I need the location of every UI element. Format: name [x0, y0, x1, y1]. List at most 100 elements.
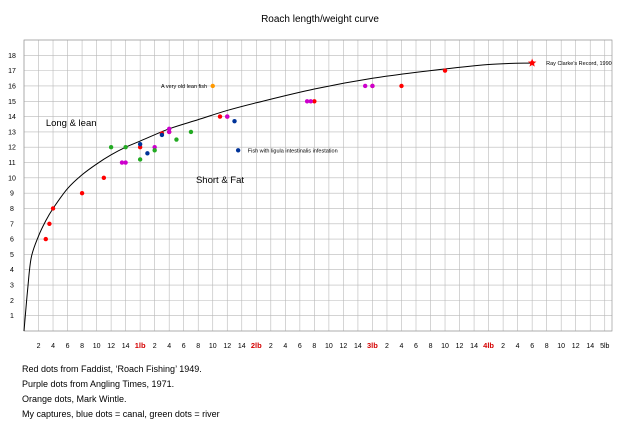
data-point: [362, 83, 368, 89]
x-tick-label: 8: [545, 343, 549, 350]
data-point: [79, 190, 85, 196]
x-tick-label: 8: [429, 343, 433, 350]
data-point: [43, 236, 48, 242]
data-point: [232, 118, 237, 124]
x-tick-label: 14: [122, 343, 130, 350]
x-tick-label: 10: [557, 343, 565, 350]
data-point: [50, 206, 56, 211]
y-tick-label: 3: [10, 283, 14, 290]
data-point: [137, 157, 143, 162]
data-point: [152, 148, 157, 153]
data-point: [159, 132, 165, 138]
data-point: [442, 68, 448, 73]
data-point: [399, 83, 404, 89]
y-tick-label: 8: [10, 206, 14, 213]
x-tick-label: 6: [298, 343, 302, 350]
y-tick-label: 9: [10, 191, 14, 198]
y-tick-label: 17: [8, 68, 16, 75]
legend-line-purple: Purple dots from Angling Times, 1971.: [22, 379, 175, 389]
x-tick-label: 4: [51, 343, 55, 350]
chart-annotations: A very old lean fish Fish with ligula int…: [46, 84, 338, 186]
x-tick-label: 14: [586, 343, 594, 350]
data-point: [174, 137, 179, 142]
data-point: [166, 129, 172, 135]
y-tick-label: 10: [8, 175, 16, 182]
data-point: [308, 99, 313, 104]
record-star-icon: [527, 58, 537, 67]
x-tick-label: 2lb: [251, 341, 262, 350]
data-point: [137, 141, 143, 147]
y-tick-label: 4: [10, 267, 14, 274]
region-label: Short & Fat: [196, 175, 244, 186]
y-tick-label: 14: [8, 114, 16, 121]
record-label: Ray Clarke's Record, 1990: [546, 61, 612, 67]
data-point: [101, 175, 107, 181]
y-tick-label: 11: [8, 160, 15, 167]
y-tick-label: 18: [8, 53, 16, 60]
data-point: [304, 99, 310, 104]
x-tick-label: 4: [516, 343, 520, 350]
data-point: [108, 145, 114, 150]
data-point: [166, 126, 172, 132]
x-tick-label: 6: [530, 343, 534, 350]
legend-line-red: Red dots from Faddist, ‘Roach Fishing’ 1…: [22, 364, 202, 374]
y-tick-label: 13: [8, 129, 16, 136]
x-axis-tick-labels: 2 4 6 8 10 12 14 1lb 2 4 6 8 10 12 14 2lb 2 4 6 8 10 12 14 3lb 2…: [37, 341, 610, 350]
x-tick-label: 1lb: [135, 341, 146, 350]
data-point: [370, 83, 375, 89]
data-point: [235, 148, 241, 153]
y-tick-label: 15: [8, 99, 16, 106]
data-point: [47, 221, 52, 226]
x-tick-label: 10: [93, 343, 101, 350]
annotation-label: A very old lean fish: [161, 84, 207, 90]
chart-title: Roach length/weight curve: [261, 14, 379, 25]
data-point: [152, 145, 157, 150]
x-tick-label: 5lb: [600, 343, 609, 350]
legend-notes: Red dots from Faddist, ‘Roach Fishing’ 1…: [22, 362, 220, 422]
x-tick-label: 12: [107, 343, 115, 350]
fit-curve: [23, 62, 533, 332]
plot-frame: [23, 39, 613, 332]
data-point: [123, 145, 128, 150]
x-tick-label: 2: [37, 343, 41, 350]
x-tick-label: 12: [572, 343, 580, 350]
annotation-label: Fish with ligula intestinalis infestatio…: [248, 148, 338, 154]
x-tick-label: 4: [400, 343, 404, 350]
x-tick-label: 14: [238, 343, 246, 350]
x-tick-label: 8: [312, 343, 316, 350]
data-point: [119, 160, 125, 165]
data-point: [217, 114, 223, 119]
x-tick-label: 8: [80, 343, 84, 350]
legend-line-orange: Orange dots, Mark Wintle.: [22, 394, 127, 404]
x-tick-label: 14: [354, 343, 362, 350]
data-point: [312, 99, 317, 104]
data-point: [145, 151, 150, 156]
x-tick-label: 10: [441, 343, 449, 350]
data-point: [137, 145, 143, 150]
legend-line-blue-green: My captures, blue dots = canal, green do…: [22, 409, 220, 419]
x-tick-label: 3lb: [367, 341, 378, 350]
x-tick-label: 6: [182, 343, 186, 350]
fit-curve-layer: [23, 62, 533, 332]
x-tick-label: 6: [414, 343, 418, 350]
y-tick-label: 7: [10, 221, 14, 228]
x-tick-label: 8: [196, 343, 200, 350]
y-tick-label: 12: [8, 145, 16, 152]
x-tick-label: 6: [66, 343, 70, 350]
x-tick-label: 12: [340, 343, 348, 350]
data-point: [188, 129, 194, 135]
y-tick-label: 6: [10, 237, 14, 244]
region-label: Long & lean: [46, 118, 97, 129]
length-weight-chart: Roach length/weight curve Ray Clarke's R…: [8, 14, 613, 350]
x-tick-label: 4lb: [483, 341, 494, 350]
x-tick-label: 12: [456, 343, 464, 350]
chart-grid: [23, 39, 613, 332]
y-tick-label: 1: [10, 313, 14, 320]
x-tick-label: 2: [269, 343, 273, 350]
x-tick-label: 10: [209, 343, 217, 350]
data-point: [210, 83, 215, 89]
x-tick-label: 2: [385, 343, 389, 350]
x-tick-label: 4: [283, 343, 287, 350]
y-tick-label: 2: [10, 298, 14, 305]
